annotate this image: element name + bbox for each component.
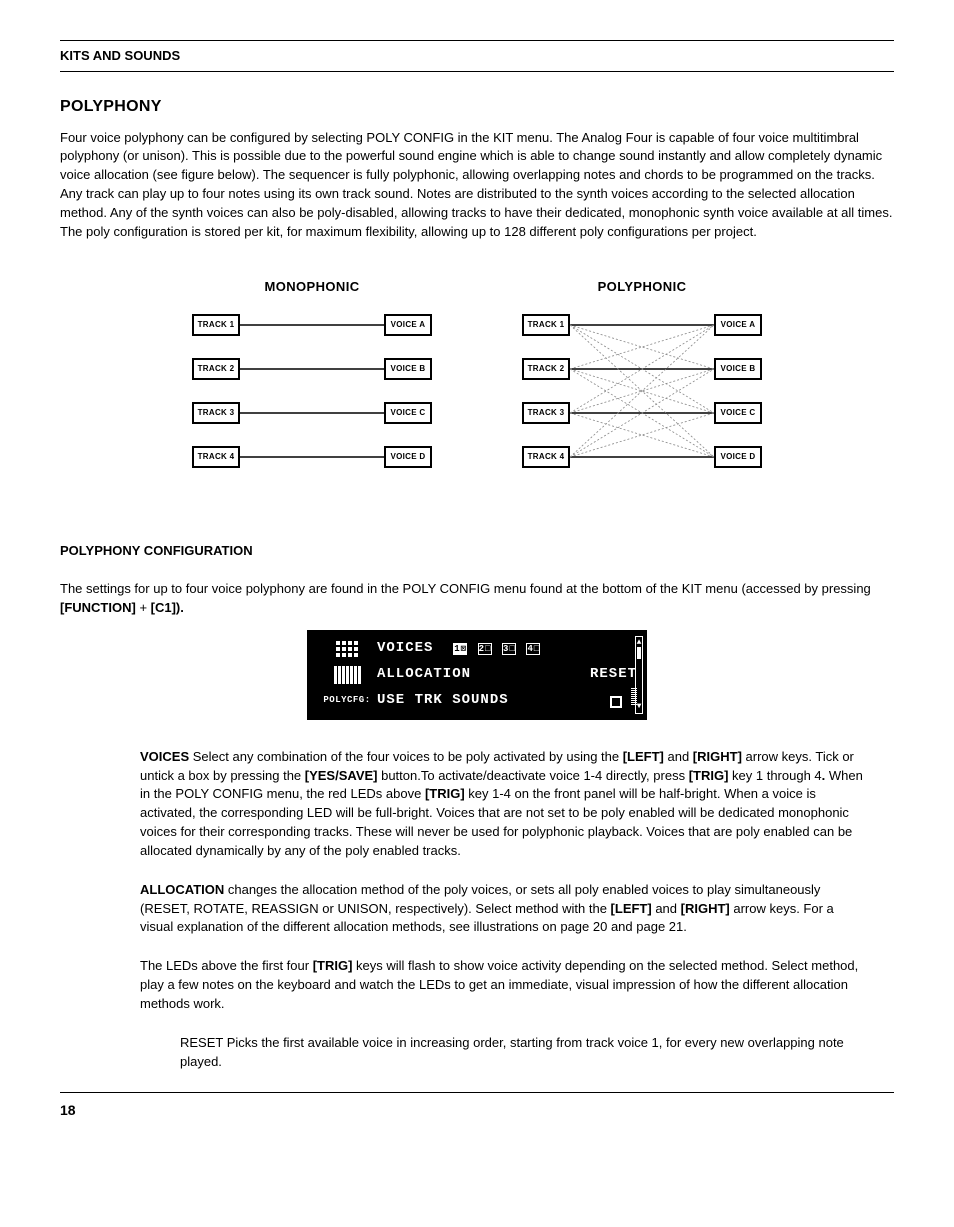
track-box: TRACK 1 xyxy=(522,314,570,336)
function-key: [FUNCTION] xyxy=(60,600,136,615)
config-intro-text: The settings for up to four voice polyph… xyxy=(60,581,871,596)
track-box: TRACK 2 xyxy=(192,358,240,380)
scrollbar-icon: ▲ ▼ xyxy=(635,636,643,714)
page-header: KITS AND SOUNDS xyxy=(60,40,894,72)
polycfg-label: POLYCFG: xyxy=(317,694,377,707)
track-box: TRACK 1 xyxy=(192,314,240,336)
allocation-bold: ALLOCATION xyxy=(140,882,224,897)
voice-box: VOICE C xyxy=(714,402,762,424)
track-box: TRACK 4 xyxy=(192,446,240,468)
reset-paragraph: RESET Picks the first available voice in… xyxy=(180,1034,864,1072)
lcd-voices-row: VOICES 1⊠ 2□ 3□ 4□ xyxy=(377,639,577,659)
voices-paragraph: VOICES Select any combination of the fou… xyxy=(140,748,864,861)
voices-bold: VOICES xyxy=(140,749,189,764)
monophonic-label: MONOPHONIC xyxy=(192,278,432,296)
track-box: TRACK 3 xyxy=(522,402,570,424)
track-box: TRACK 4 xyxy=(522,446,570,468)
voice-box: VOICE A xyxy=(384,314,432,336)
plus-text: + xyxy=(136,600,151,615)
config-heading: POLYPHONY CONFIGURATION xyxy=(60,542,894,560)
leds-paragraph: The LEDs above the first four [TRIG] key… xyxy=(140,957,864,1014)
intro-paragraph: Four voice polyphony can be configured b… xyxy=(60,129,894,242)
voice-box: VOICE B xyxy=(714,358,762,380)
section-title: POLYPHONY xyxy=(60,96,894,118)
track-box: TRACK 2 xyxy=(522,358,570,380)
voice-1-box: 1⊠ xyxy=(453,643,467,655)
voice-2-box: 2□ xyxy=(478,643,492,655)
track-box: TRACK 3 xyxy=(192,402,240,424)
page-footer: 18 xyxy=(60,1092,894,1121)
header-title: KITS AND SOUNDS xyxy=(60,48,180,63)
voice-4-box: 4□ xyxy=(526,643,540,655)
poly-lines-icon xyxy=(570,314,714,468)
voice-box: VOICE D xyxy=(714,446,762,468)
piano-icon xyxy=(317,666,377,684)
monophonic-diagram: MONOPHONIC TRACK 1 TRACK 2 TRACK 3 TRACK… xyxy=(192,278,432,494)
voices-label: VOICES xyxy=(377,640,433,656)
mono-lines-icon xyxy=(240,314,384,468)
routing-diagram: MONOPHONIC TRACK 1 TRACK 2 TRACK 3 TRACK… xyxy=(60,278,894,494)
voice-box: VOICE B xyxy=(384,358,432,380)
polyphonic-label: POLYPHONIC xyxy=(522,278,762,296)
voice-box: VOICE D xyxy=(384,446,432,468)
allocation-paragraph: ALLOCATION changes the allocation method… xyxy=(140,881,864,938)
dots-icon xyxy=(317,641,377,657)
voice-3-box: 3□ xyxy=(502,643,516,655)
use-trk-sounds-label: USE TRK SOUNDS xyxy=(377,691,577,711)
lcd-screenshot: VOICES 1⊠ 2□ 3□ 4□ ALLOCATION RESET POLY… xyxy=(60,630,894,720)
config-intro: The settings for up to four voice polyph… xyxy=(60,580,894,618)
allocation-label: ALLOCATION xyxy=(377,665,577,685)
allocation-value: RESET xyxy=(577,665,637,685)
voice-box: VOICE A xyxy=(714,314,762,336)
page-number: 18 xyxy=(60,1102,76,1118)
use-trk-sounds-checkbox xyxy=(577,688,637,714)
polyphonic-diagram: POLYPHONIC TRACK 1 TRACK 2 TRACK 3 TRACK… xyxy=(522,278,762,494)
c1-key: [C1]). xyxy=(151,600,184,615)
voice-box: VOICE C xyxy=(384,402,432,424)
